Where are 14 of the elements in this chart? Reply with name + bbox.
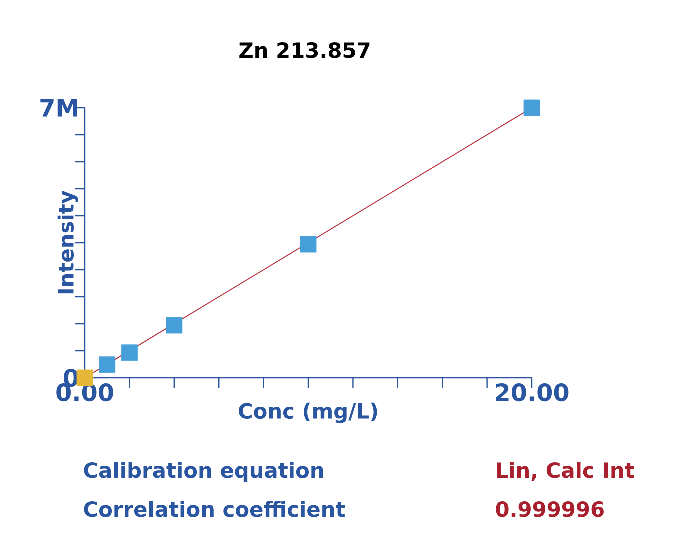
text: Correlation coefficient	[84, 501, 346, 518]
x-tick-label: 20.00	[496, 384, 569, 402]
y-tick-label: 7M	[40, 99, 78, 117]
point	[99, 356, 116, 374]
point	[122, 344, 138, 362]
text: Calibration equation	[84, 462, 324, 482]
point	[300, 236, 317, 253]
y-axis-title: Intensity	[58, 190, 78, 294]
point	[524, 100, 540, 116]
chart-title: Zn 213.857	[240, 42, 370, 58]
point	[166, 317, 183, 334]
text: Lin, Calc Int	[497, 462, 634, 481]
x-axis-title: Conc (mg/L)	[238, 402, 378, 424]
text: 0.999996	[496, 501, 604, 518]
